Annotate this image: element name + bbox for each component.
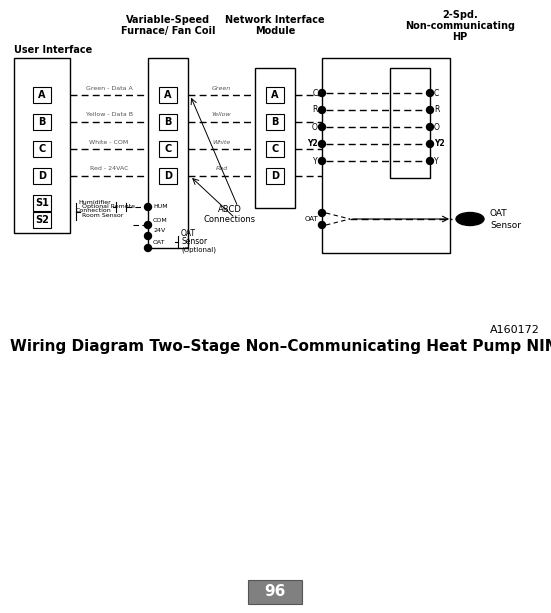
- Circle shape: [318, 158, 326, 164]
- Circle shape: [318, 123, 326, 131]
- Bar: [33, 195, 51, 211]
- Circle shape: [426, 123, 434, 131]
- Text: A: A: [38, 90, 46, 100]
- Text: Connections: Connections: [204, 216, 256, 224]
- Text: Connection: Connection: [75, 208, 111, 213]
- Text: A: A: [271, 90, 279, 100]
- Text: C: C: [39, 144, 46, 154]
- Text: Optional Remote: Optional Remote: [82, 204, 135, 209]
- Bar: [14, 58, 70, 233]
- Text: S2: S2: [35, 215, 49, 225]
- Text: COM: COM: [153, 218, 168, 224]
- Bar: [159, 114, 177, 130]
- Text: C: C: [272, 144, 279, 154]
- Text: Yellow - Data B: Yellow - Data B: [85, 113, 132, 118]
- Bar: [159, 141, 177, 157]
- Circle shape: [426, 107, 434, 113]
- Ellipse shape: [456, 213, 484, 226]
- Bar: [33, 114, 51, 130]
- Circle shape: [144, 245, 152, 251]
- Text: Humidifier: Humidifier: [78, 199, 111, 205]
- Bar: [266, 87, 284, 103]
- Text: Non-communicating: Non-communicating: [405, 21, 515, 31]
- Text: A: A: [164, 90, 172, 100]
- Text: Y: Y: [314, 156, 318, 166]
- Text: User Interface: User Interface: [14, 45, 92, 55]
- Circle shape: [144, 232, 152, 240]
- Text: OAT: OAT: [181, 229, 196, 238]
- Text: O: O: [312, 123, 318, 132]
- Text: Wiring Diagram Two–Stage Non–Communicating Heat Pump NIM: Wiring Diagram Two–Stage Non–Communicati…: [10, 338, 551, 354]
- Text: Sensor: Sensor: [490, 221, 521, 229]
- Text: C: C: [434, 88, 439, 97]
- Bar: [159, 87, 177, 103]
- Text: B: B: [39, 117, 46, 127]
- Text: Furnace/ Fan Coil: Furnace/ Fan Coil: [121, 26, 215, 36]
- Bar: [33, 87, 51, 103]
- Text: Room Sensor: Room Sensor: [82, 213, 123, 218]
- Text: White: White: [212, 140, 231, 145]
- Text: D: D: [271, 171, 279, 181]
- Text: Sensor: Sensor: [181, 237, 207, 246]
- Bar: [266, 141, 284, 157]
- Circle shape: [318, 221, 326, 229]
- Circle shape: [144, 221, 152, 229]
- Circle shape: [318, 140, 326, 148]
- Text: OAT: OAT: [304, 216, 318, 222]
- Circle shape: [318, 107, 326, 113]
- Text: A160172: A160172: [490, 325, 540, 335]
- Text: O: O: [434, 123, 440, 132]
- Bar: [33, 212, 51, 228]
- Text: (Optional): (Optional): [181, 247, 216, 253]
- Bar: [255, 68, 295, 208]
- Text: Green - Data A: Green - Data A: [85, 85, 132, 91]
- Text: S1: S1: [35, 198, 49, 208]
- Text: B: B: [271, 117, 279, 127]
- Bar: [266, 114, 284, 130]
- Text: R: R: [312, 105, 318, 115]
- Text: Module: Module: [255, 26, 295, 36]
- Circle shape: [144, 204, 152, 210]
- Bar: [390, 68, 430, 178]
- Text: C: C: [164, 144, 171, 154]
- Text: C: C: [313, 88, 318, 97]
- Text: OAT: OAT: [490, 208, 507, 218]
- Text: OAT: OAT: [153, 240, 165, 245]
- Circle shape: [426, 140, 434, 148]
- Circle shape: [426, 158, 434, 164]
- Text: Y: Y: [434, 156, 439, 166]
- Text: Y2: Y2: [307, 140, 318, 148]
- Text: R: R: [434, 105, 439, 115]
- Text: HP: HP: [452, 32, 468, 42]
- Bar: [266, 168, 284, 184]
- Circle shape: [426, 89, 434, 96]
- Circle shape: [318, 89, 326, 96]
- Text: Y2: Y2: [434, 140, 445, 148]
- Text: B: B: [164, 117, 172, 127]
- Bar: [159, 168, 177, 184]
- Text: White - COM: White - COM: [89, 140, 128, 145]
- Bar: [322, 58, 450, 253]
- Text: HUM: HUM: [153, 205, 168, 210]
- Text: 96: 96: [264, 585, 285, 600]
- Text: D: D: [164, 171, 172, 181]
- Text: 2-Spd.: 2-Spd.: [442, 10, 478, 20]
- Bar: [33, 141, 51, 157]
- Text: 24V: 24V: [153, 227, 165, 232]
- Circle shape: [318, 210, 326, 216]
- Bar: [33, 168, 51, 184]
- Bar: [148, 58, 188, 248]
- Text: ABCD: ABCD: [218, 205, 242, 213]
- Text: Network Interface: Network Interface: [225, 15, 325, 25]
- Text: Red - 24VAC: Red - 24VAC: [90, 167, 128, 172]
- Text: Yellow: Yellow: [212, 113, 231, 118]
- Text: D: D: [38, 171, 46, 181]
- Text: Red: Red: [215, 167, 228, 172]
- Text: Green: Green: [212, 85, 231, 91]
- Text: Variable-Speed: Variable-Speed: [126, 15, 210, 25]
- Bar: [248, 580, 302, 604]
